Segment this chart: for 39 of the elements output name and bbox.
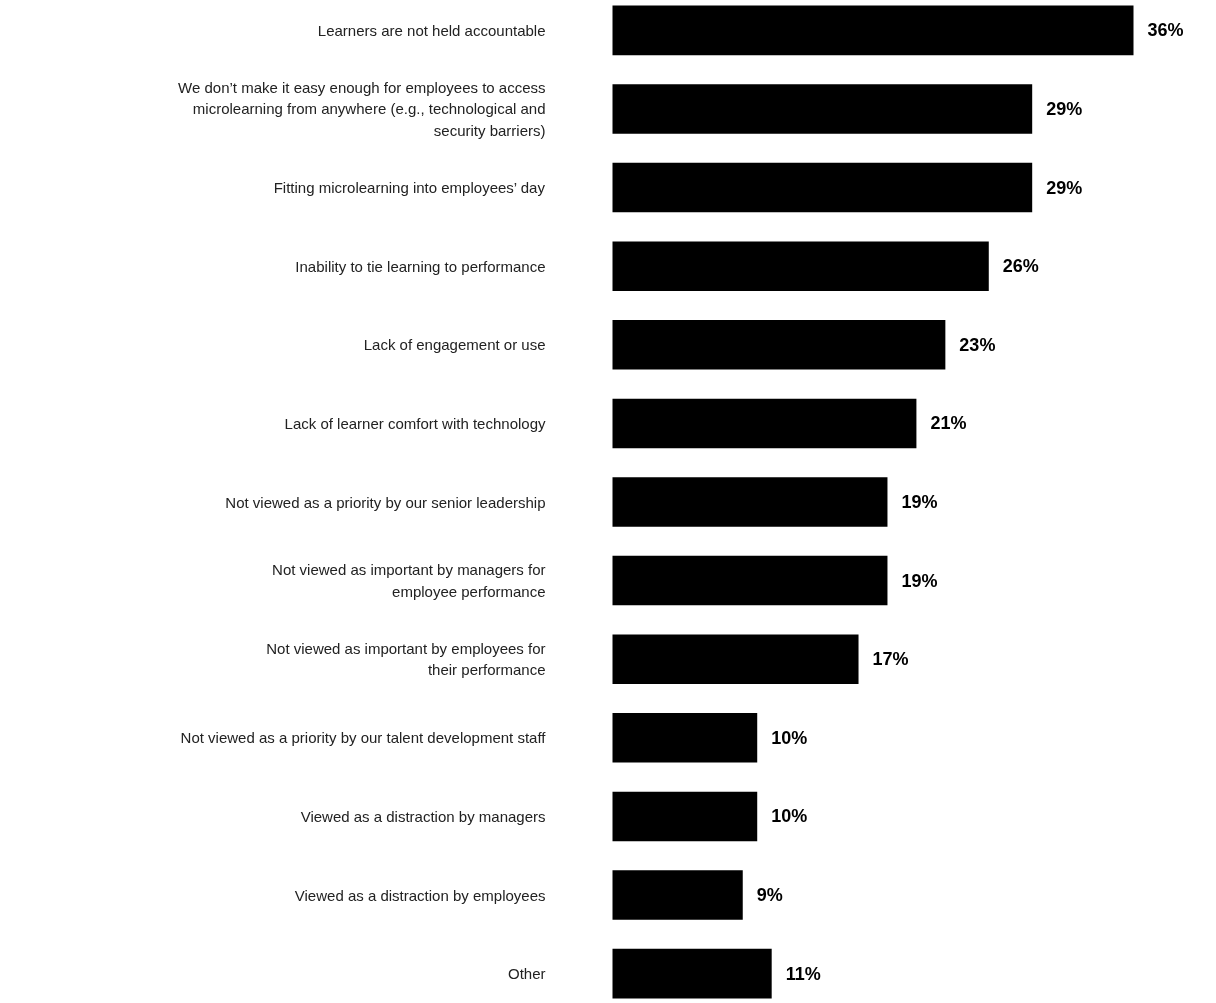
y-tick-label: We don’t make it easy enough for employees to access microlearning from anywhere (e.g., technological and security barriers) xyxy=(178,79,546,139)
y-tick-label: Not viewed as important by managers for employee performance xyxy=(272,561,546,600)
data-label: 29% xyxy=(1046,177,1083,198)
bar xyxy=(612,713,758,763)
data-label: 26% xyxy=(1002,256,1039,277)
data-label: 10% xyxy=(771,806,808,827)
data-label: 11% xyxy=(785,963,821,984)
data-label: 21% xyxy=(930,413,967,434)
bar xyxy=(612,791,758,842)
data-label: 29% xyxy=(1046,98,1083,119)
data-label: 17% xyxy=(872,649,909,670)
data-label: 10% xyxy=(771,727,808,748)
y-tick-label: Not viewed as a priority by our senior leadership xyxy=(225,493,546,511)
bar xyxy=(612,555,888,606)
y-tick-label: Lack of learner comfort with technology xyxy=(284,414,546,432)
data-label: 19% xyxy=(901,492,938,512)
y-tick-label: Other xyxy=(507,965,546,983)
bar xyxy=(612,162,1033,213)
data-label: 19% xyxy=(901,570,938,591)
y-tick-label: Viewed as a distraction by employees xyxy=(294,886,546,904)
y-tick-label: Learners are not held accountable xyxy=(317,21,546,39)
data-label: 23% xyxy=(959,334,996,355)
y-tick-label: Inability to tie learning to performance xyxy=(295,257,546,275)
bar xyxy=(612,870,743,920)
bar xyxy=(612,84,1033,134)
y-tick-label: Viewed as a distraction by managers xyxy=(300,807,546,825)
data-label: 9% xyxy=(756,885,783,906)
y-tick-label: Fitting microlearning into employees’ day xyxy=(273,179,546,197)
bar xyxy=(612,634,859,684)
y-tick-label: Lack of engagement or use xyxy=(363,336,546,354)
y-tick-label: Not viewed as important by employees for their performance xyxy=(266,640,546,679)
bar xyxy=(612,477,888,527)
bar xyxy=(612,241,989,291)
data-label: 36% xyxy=(1147,20,1184,41)
bar xyxy=(612,5,1134,56)
bar xyxy=(612,948,772,999)
bar xyxy=(612,398,917,449)
bar xyxy=(612,320,946,370)
y-tick-label: Not viewed as a priority by our talent development staff xyxy=(180,729,547,747)
